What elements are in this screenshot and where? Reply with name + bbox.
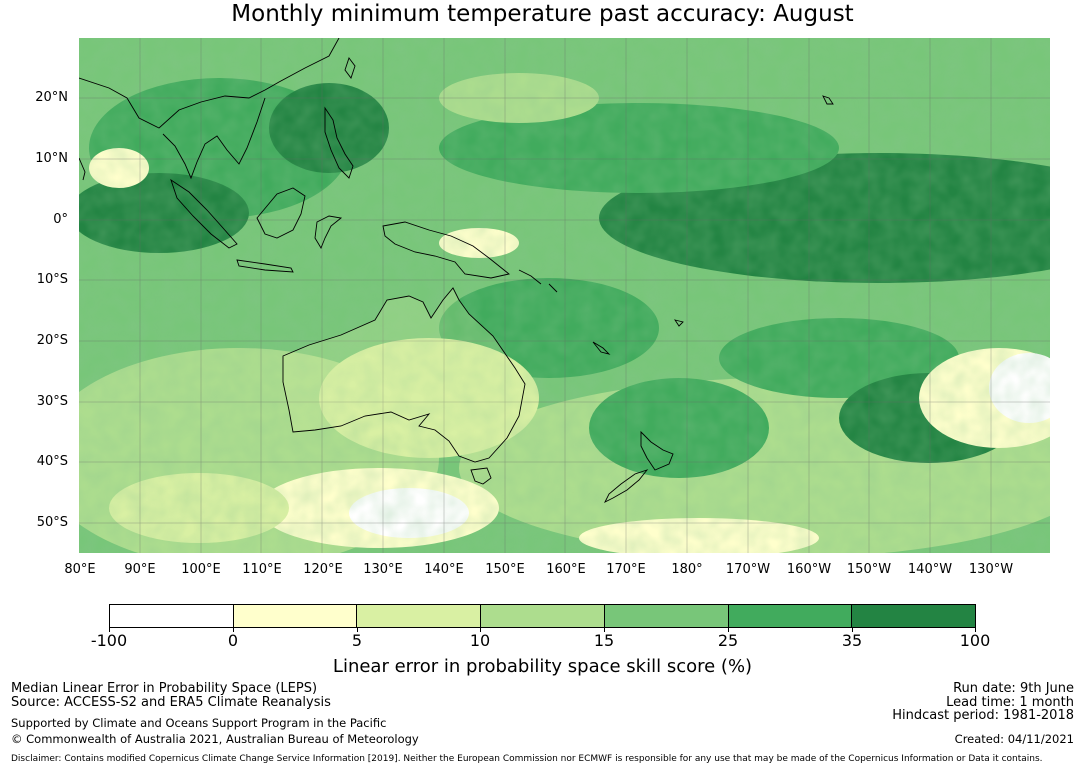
footer-disclaimer: Disclaimer: Contains modified Copernicus…	[11, 754, 1043, 764]
lon-label: 150°E	[485, 562, 525, 577]
lon-label: 180°	[671, 562, 703, 577]
field-texture	[79, 38, 1050, 553]
sumatra-coastline	[170, 178, 238, 249]
lat-label: 20°S	[36, 333, 68, 348]
lat-label: 50°S	[36, 515, 68, 530]
fiji-coastline	[673, 319, 684, 327]
colorbar-tick-mark	[852, 628, 853, 632]
coastlines	[79, 38, 834, 504]
colorbar-tick-label: 25	[717, 631, 739, 650]
skill-score-map	[79, 38, 1050, 553]
new-guinea-coastline	[382, 221, 511, 279]
tasmania-coastline	[470, 467, 492, 485]
borneo-coastline	[256, 187, 306, 239]
lat-label: 10°S	[36, 272, 68, 287]
lat-label: 40°S	[36, 454, 68, 469]
colorbar-tick-label: -100	[90, 631, 128, 650]
lon-label: 150°W	[846, 562, 892, 577]
colorbar-tick-mark	[480, 628, 481, 632]
colorbar-tick-label: 0	[227, 631, 239, 650]
colorbar-label: Linear error in probability space skill …	[332, 656, 753, 677]
colorbar-tick-mark	[604, 628, 605, 632]
sulawesi-coastline	[314, 215, 343, 250]
lon-label: 160°W	[786, 562, 832, 577]
colorbar-segment	[110, 605, 234, 627]
lat-label: 20°N	[35, 90, 68, 105]
colorbar-segment	[481, 605, 605, 627]
mainland-asia-coastline	[79, 38, 340, 181]
lon-label: 100°E	[181, 562, 221, 577]
australia-coastline	[282, 287, 526, 463]
lon-label: 140°W	[907, 562, 953, 577]
colorbar	[109, 604, 976, 628]
footer-copyright: © Commonwealth of Australia 2021, Austra…	[11, 732, 419, 746]
taiwan-coastline	[344, 57, 356, 79]
colorbar-tick-mark	[975, 628, 976, 632]
lat-label: 10°N	[35, 151, 68, 166]
lon-label: 170°E	[606, 562, 646, 577]
lon-label: 160°E	[546, 562, 586, 577]
colorbar-tick-label: 5	[351, 631, 363, 650]
colorbar-tick-label: 15	[593, 631, 615, 650]
new-zealand-north-island	[640, 430, 674, 471]
colorbar-segment	[357, 605, 482, 627]
lon-label: 170°W	[725, 562, 771, 577]
colorbar-tick-mark	[109, 628, 110, 632]
solomon-islands-coastline	[518, 269, 558, 293]
new-zealand-south-island	[603, 469, 649, 504]
colorbar-tick-mark	[357, 628, 358, 632]
colorbar-segment	[728, 605, 853, 627]
footer-hindcast: Hindcast period: 1981-2018	[892, 708, 1074, 723]
hawaii-coastline	[822, 95, 834, 105]
lon-label: 110°E	[242, 562, 282, 577]
colorbar-segment	[604, 605, 729, 627]
lon-label: 80°E	[64, 562, 96, 577]
colorbar-tick-label: 35	[841, 631, 863, 650]
footer-source: Source: ACCESS-S2 and ERA5 Climate Reana…	[11, 695, 331, 710]
footer-lead-time: Lead time: 1 month	[946, 695, 1074, 710]
lat-label: 30°S	[36, 394, 68, 409]
lon-label: 140°E	[424, 562, 464, 577]
lon-label: 90°E	[124, 562, 156, 577]
philippines-coastline	[324, 106, 354, 179]
lon-label: 120°E	[303, 562, 343, 577]
footer-created: Created: 04/11/2021	[954, 732, 1074, 746]
colorbar-tick-label: 10	[469, 631, 491, 650]
lon-label: 130°E	[363, 562, 403, 577]
java-coastline	[236, 259, 294, 273]
lat-label: 0°	[53, 212, 68, 227]
footer-run-date: Run date: 9th June	[953, 681, 1074, 696]
colorbar-tick-mark	[233, 628, 234, 632]
colorbar-tick-mark	[728, 628, 729, 632]
colorbar-tick-label: 100	[959, 631, 991, 650]
lon-label: 130°W	[968, 562, 1014, 577]
footer-method: Median Linear Error in Probability Space…	[11, 681, 318, 696]
new-caledonia-coastline	[592, 341, 611, 355]
colorbar-segment	[852, 605, 976, 627]
gridlines	[79, 38, 1050, 553]
colorbar-segment	[233, 605, 358, 627]
footer-support: Supported by Climate and Oceans Support …	[11, 716, 387, 730]
map-title: Monthly minimum temperature past accurac…	[231, 1, 854, 27]
